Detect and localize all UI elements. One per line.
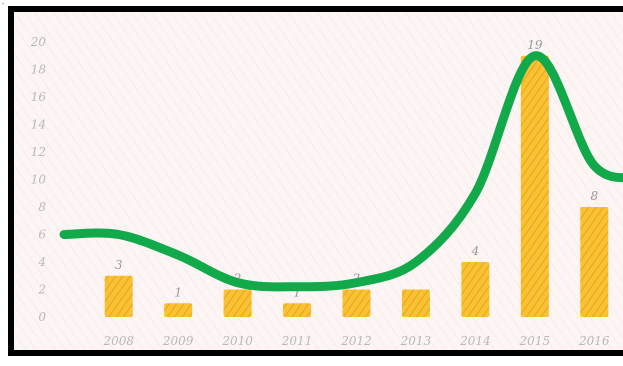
bar-2013	[401, 289, 430, 317]
y-tick-label: 20	[30, 35, 47, 49]
trend-line	[59, 51, 623, 292]
x-tick-label: 2011	[281, 334, 313, 348]
bar-2012	[342, 289, 371, 317]
x-tick-label: 2012	[340, 334, 372, 348]
data-label-2014: 4	[471, 244, 480, 258]
x-tick-label: 2014	[459, 334, 491, 348]
y-tick-label: 0	[38, 310, 46, 324]
y-tick-label: 14	[31, 118, 46, 132]
bar-2010	[223, 289, 252, 317]
data-label-2011: 1	[293, 285, 301, 299]
y-tick-label: 18	[31, 63, 47, 77]
data-label-2015: 19	[527, 38, 543, 52]
x-tick-label: 2010	[221, 334, 253, 348]
bar-2014	[461, 262, 490, 317]
data-label-2009: 1	[174, 285, 182, 299]
bar-2015	[520, 55, 549, 317]
bar-2009	[164, 303, 193, 317]
x-tick-label: 2009	[162, 334, 194, 348]
y-tick-label: 8	[38, 200, 46, 214]
bar-2008	[104, 275, 133, 317]
y-tick-label: 2	[37, 283, 46, 297]
y-tick-label: 4	[37, 255, 46, 269]
bar-2016	[580, 207, 609, 317]
y-tick-label: 10	[31, 173, 47, 187]
x-tick-label: 2013	[400, 334, 432, 348]
data-label-2008: 3	[115, 258, 123, 272]
x-tick-label: 2016	[578, 334, 610, 348]
x-tick-label: 2015	[519, 334, 551, 348]
bar-2011	[283, 303, 312, 317]
y-tick-label: 6	[38, 228, 46, 242]
corner-mark: -	[2, 0, 5, 8]
data-label-2016: 8	[590, 189, 598, 203]
x-tick-label: 2008	[102, 334, 134, 348]
chart-frame: 0 2 4 6 8 10 12 14 16 18 20 3 1 2 1 2 4 19 8 2008 2009 2010…	[8, 6, 623, 356]
y-tick-label: 16	[31, 90, 47, 104]
y-tick-label: 12	[31, 145, 46, 159]
